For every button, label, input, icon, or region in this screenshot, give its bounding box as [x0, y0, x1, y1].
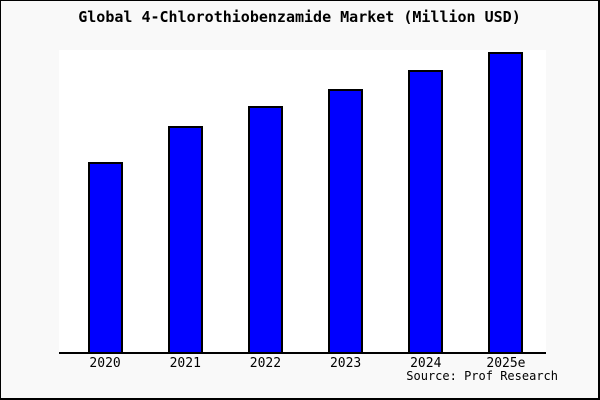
plot-area [59, 50, 546, 354]
bars-container [59, 50, 546, 352]
bar-slot [306, 50, 386, 352]
x-tick-label-2020: 2020 [89, 356, 121, 371]
bar-2020 [87, 162, 123, 352]
x-tick-label-2023: 2023 [329, 356, 362, 371]
x-tick-label-2025e: 2025e [486, 356, 526, 371]
bar-2021 [167, 125, 203, 352]
bar-2023 [328, 88, 364, 352]
x-tick-label-2021: 2021 [169, 356, 201, 371]
bar-slot [466, 50, 546, 352]
x-tick-label-2024: 2024 [410, 356, 442, 371]
x-tick-label-2022: 2022 [249, 356, 282, 371]
x-axis-labels: 2020 2021 2022 2023 2024 2025e [59, 357, 546, 371]
chart-title: Global 4-Chlorothiobenzamide Market (Mil… [78, 8, 521, 26]
bar-slot [65, 50, 145, 352]
bar-slot [145, 50, 225, 352]
bar-slot [225, 50, 305, 352]
source-note: Source: Prof Research [406, 369, 558, 383]
bar-slot [386, 50, 466, 352]
bar-2025e [488, 52, 524, 352]
bar-2022 [247, 106, 283, 352]
bar-2024 [408, 69, 444, 352]
